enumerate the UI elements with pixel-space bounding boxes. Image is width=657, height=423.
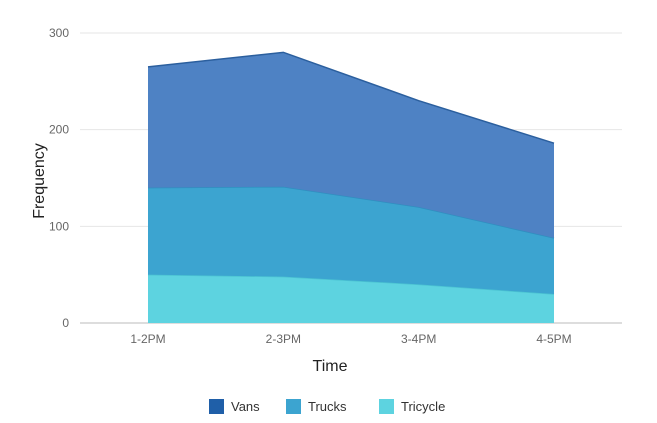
x-tick-label: 4-5PM — [536, 332, 571, 346]
legend-label: Trucks — [308, 399, 347, 414]
area-vans — [148, 52, 554, 238]
y-tick-label: 300 — [49, 26, 69, 40]
area-series — [147, 51, 555, 323]
legend-swatch — [209, 399, 224, 414]
y-axis-ticks: 0 100 200 300 — [49, 26, 69, 330]
x-tick-label: 2-3PM — [266, 332, 301, 346]
y-tick-label: 200 — [49, 123, 69, 137]
legend: Vans Trucks Tricycle — [209, 399, 445, 414]
y-tick-label: 100 — [49, 219, 69, 233]
x-axis-ticks: 1-2PM 2-3PM 3-4PM 4-5PM — [130, 332, 571, 346]
x-tick-label: 3-4PM — [401, 332, 436, 346]
y-tick-label: 0 — [62, 316, 69, 330]
legend-item-vans: Vans — [209, 399, 260, 414]
legend-label: Vans — [231, 399, 260, 414]
area-tricycle — [148, 274, 554, 323]
legend-item-trucks: Trucks — [286, 399, 347, 414]
area-trucks — [148, 186, 554, 294]
legend-label: Tricycle — [401, 399, 445, 414]
x-axis-title: Time — [313, 358, 348, 375]
legend-item-tricycle: Tricycle — [379, 399, 445, 414]
y-axis-title: Frequency — [31, 143, 48, 219]
legend-swatch — [286, 399, 301, 414]
x-tick-label: 1-2PM — [130, 332, 165, 346]
legend-swatch — [379, 399, 394, 414]
line-vans — [147, 51, 555, 144]
